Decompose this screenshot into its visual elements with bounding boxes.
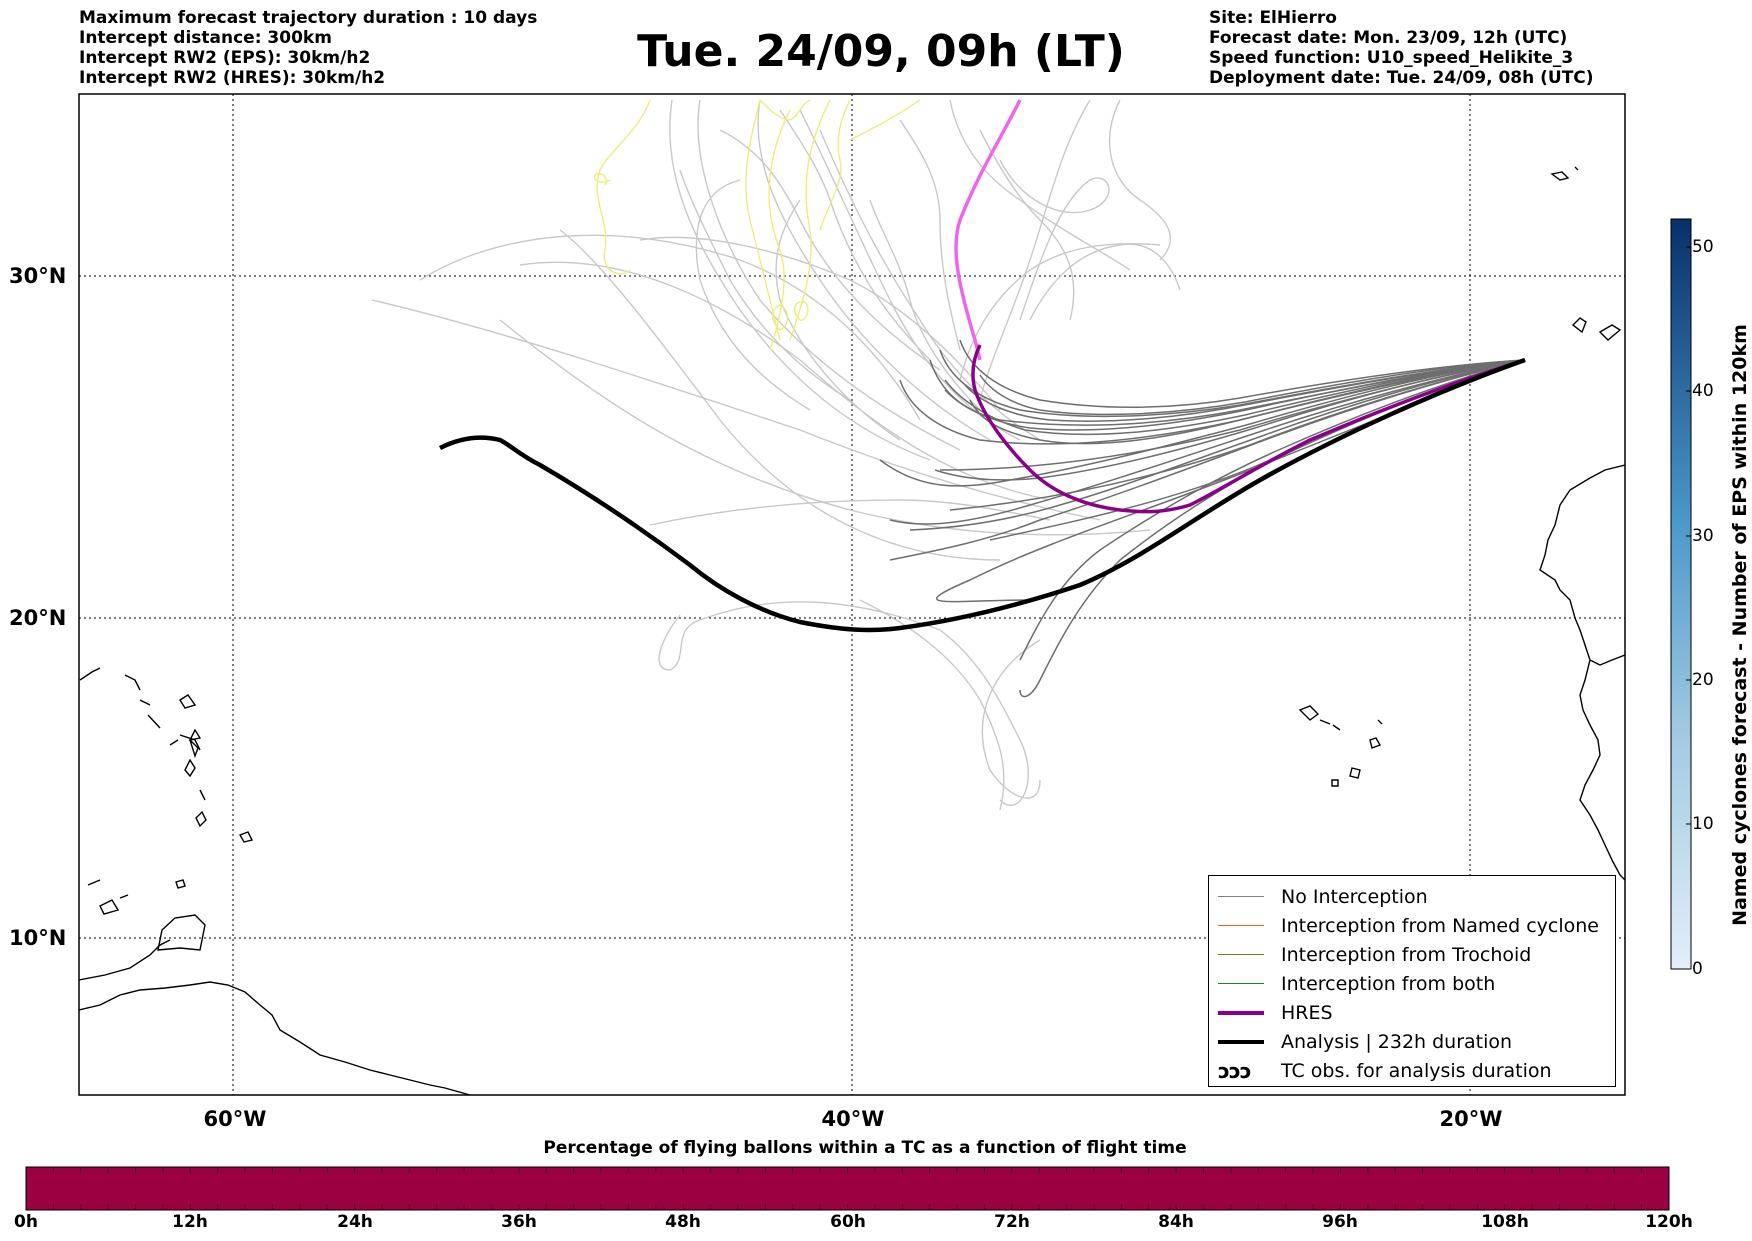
flight-bar-tick-12h: 12h bbox=[172, 1212, 208, 1232]
header-left-info: Maximum forecast trajectory duration : 1… bbox=[79, 8, 537, 88]
flight-bar-tick-84h: 84h bbox=[1158, 1212, 1194, 1232]
venezuela-coast bbox=[79, 939, 171, 981]
legend-swatch-analysis bbox=[1218, 1039, 1264, 1044]
legend-swatch-named-cyclone bbox=[1218, 925, 1264, 926]
lat-label-30n: 30°N bbox=[9, 264, 67, 288]
legend-item-hres: HRES bbox=[1209, 998, 1615, 1027]
legend-item-no-interception: No Interception bbox=[1209, 882, 1615, 911]
western-africa-coast bbox=[1539, 464, 1625, 881]
colorbar-tick-50: 50 bbox=[1692, 237, 1714, 257]
madeira-islands bbox=[1550, 166, 1579, 181]
deployment-date-text: Deployment date: Tue. 24/09, 08h (UTC) bbox=[1209, 68, 1594, 88]
legend-swatch-trochoid bbox=[1218, 954, 1264, 955]
lon-label-40w: 40°W bbox=[821, 1107, 885, 1131]
hres-light-trajectory bbox=[954, 99, 1022, 361]
south-america-coast bbox=[79, 981, 471, 1095]
speed-function-text: Speed function: U10_speed_Helikite_3 bbox=[1209, 48, 1574, 68]
flight-bar-tick-36h: 36h bbox=[501, 1212, 537, 1232]
page-title: Tue. 24/09, 09h (LT) bbox=[637, 26, 1125, 77]
colorbar-tick-40: 40 bbox=[1692, 381, 1714, 401]
intercept-distance-text: Intercept distance: 300km bbox=[79, 28, 332, 48]
colorbar-tick-10: 10 bbox=[1692, 814, 1714, 834]
colorbar-tick-0: 0 bbox=[1692, 959, 1703, 979]
flight-time-bar-ticks bbox=[52, 1167, 1643, 1210]
header-right-info: Site: ElHierro Forecast date: Mon. 23/09… bbox=[1209, 8, 1594, 88]
flight-bar-tick-0h: 0h bbox=[14, 1212, 38, 1232]
eps-faded-trajectories bbox=[371, 99, 1181, 811]
site-text: Site: ElHierro bbox=[1209, 8, 1337, 28]
no-interception-trajectories bbox=[879, 339, 1526, 698]
flight-bar-tick-72h: 72h bbox=[994, 1212, 1030, 1232]
flight-bar-tick-108h: 108h bbox=[1481, 1212, 1529, 1232]
colorbar-tick-20: 20 bbox=[1692, 670, 1714, 690]
trinidad-coast bbox=[157, 914, 206, 951]
canary-islands bbox=[1571, 317, 1622, 341]
flight-bar-tick-96h: 96h bbox=[1322, 1212, 1358, 1232]
intercept-hres-text: Intercept RW2 (HRES): 30km/h2 bbox=[79, 68, 386, 88]
senegal-coast bbox=[1589, 654, 1625, 666]
flight-time-bar bbox=[25, 1166, 1670, 1211]
hres-trajectory bbox=[971, 344, 1526, 514]
legend-swatch-both bbox=[1218, 983, 1264, 984]
flight-bar-tick-120h: 120h bbox=[1645, 1212, 1693, 1232]
analysis-trajectory bbox=[438, 357, 1526, 633]
lat-label-20n: 20°N bbox=[9, 606, 67, 630]
legend-item-tc-obs: ↄↄↄ TC obs. for analysis duration bbox=[1218, 1058, 1552, 1083]
legend-item-both: Interception from both bbox=[1209, 969, 1615, 998]
cyclone-colorbar-ticks bbox=[1686, 246, 1691, 825]
colorbar-title: Named cyclones forecast - Number of EPS … bbox=[1729, 324, 1751, 926]
flight-bar-tick-60h: 60h bbox=[830, 1212, 866, 1232]
cape-verde-islands bbox=[1298, 705, 1383, 787]
lon-label-60w: 60°W bbox=[203, 1107, 267, 1131]
forecast-date-text: Forecast date: Mon. 23/09, 12h (UTC) bbox=[1209, 28, 1568, 48]
lat-label-10n: 10°N bbox=[9, 926, 67, 950]
lon-label-20w: 20°W bbox=[1439, 1107, 1503, 1131]
flight-bar-tick-24h: 24h bbox=[337, 1212, 373, 1232]
cyclone-symbols-icon: ↄↄↄ bbox=[1218, 1058, 1252, 1083]
legend-item-named-cyclone: Interception from Named cyclone bbox=[1209, 911, 1615, 940]
map-frame bbox=[78, 93, 1626, 1096]
lesser-antilles bbox=[99, 694, 207, 915]
colorbar-tick-30: 30 bbox=[1692, 526, 1714, 546]
legend: No Interception Interception from Named … bbox=[1208, 875, 1616, 1087]
legend-swatch-hres bbox=[1218, 1010, 1264, 1015]
flight-bar-title: Percentage of flying ballons within a TC… bbox=[543, 1138, 1187, 1158]
coastlines bbox=[79, 166, 1625, 1095]
caribbean-islands bbox=[79, 667, 254, 899]
map-grid bbox=[79, 94, 1625, 1095]
cyclone-colorbar bbox=[1670, 218, 1692, 970]
legend-swatch-no-interception bbox=[1218, 896, 1264, 897]
legend-item-trochoid: Interception from Trochoid bbox=[1209, 940, 1615, 969]
yellow-trajectories bbox=[593, 99, 921, 351]
intercept-eps-text: Intercept RW2 (EPS): 30km/h2 bbox=[79, 48, 371, 68]
max-duration-text: Maximum forecast trajectory duration : 1… bbox=[79, 8, 538, 28]
flight-bar-tick-48h: 48h bbox=[665, 1212, 701, 1232]
legend-item-analysis: Analysis | 232h duration bbox=[1209, 1027, 1615, 1056]
